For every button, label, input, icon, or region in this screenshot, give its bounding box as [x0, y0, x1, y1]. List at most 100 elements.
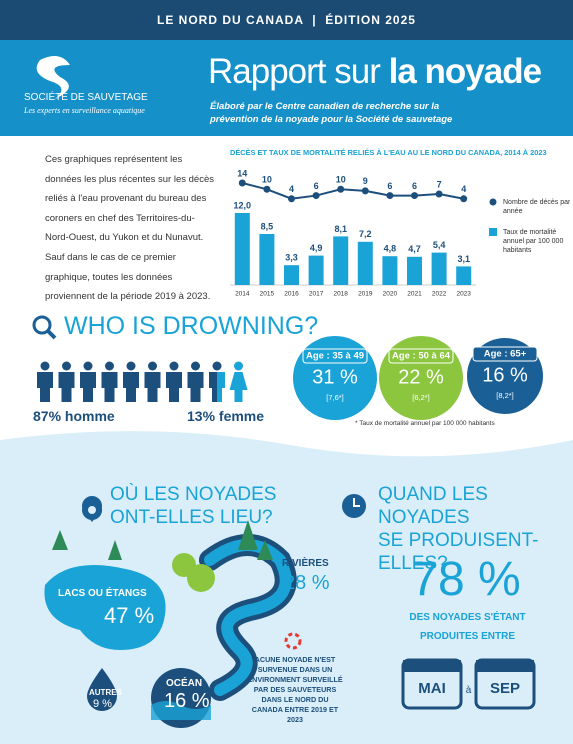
person-icon [209, 372, 225, 402]
lifebuoy-icon [284, 632, 302, 650]
bar [284, 265, 299, 285]
lake [44, 565, 166, 650]
x-tick-label: 2017 [309, 291, 324, 298]
title-band [0, 40, 573, 136]
river [204, 539, 292, 696]
tree [187, 564, 215, 592]
age-circles: Age : 35 à 49 31 % [7,6*] Age : 50 à 64 22 %… [293, 336, 543, 420]
bar [456, 266, 472, 285]
point-label: 7 [437, 179, 442, 189]
bar-label: 5,4 [433, 240, 446, 250]
title-line: SE PRODUISENT-ELLES? [378, 530, 539, 574]
intro-text: Ces graphiques représentent les données … [45, 154, 214, 303]
bar-label: 8,5 [261, 221, 274, 231]
age-rate: [6,2*] [412, 393, 430, 402]
person-icon [101, 372, 118, 402]
chart: DÉCÈS ET TAUX DE MORTALITÉ RELIÉS À L'EA… [230, 148, 570, 298]
person-icon [123, 372, 139, 402]
male-share: 87% homme [33, 408, 115, 424]
line-point [411, 192, 418, 200]
title-line: ONT-ELLES LIEU? [110, 507, 273, 528]
person-icon [191, 361, 200, 371]
bar [234, 213, 250, 285]
x-tick-label: 2016 [284, 291, 299, 298]
person-icon [212, 361, 222, 371]
x-tick-label: 2019 [358, 291, 373, 298]
title-part: Rapport sur [208, 52, 381, 91]
age-label-bg [472, 346, 538, 362]
bar-label: 4,8 [384, 244, 397, 254]
point-label: 9 [363, 176, 368, 186]
legend-swatch [489, 228, 497, 236]
age-label: Age : 35 à 49 [306, 351, 364, 362]
section-title: QUAND LES NOYADES SE PRODUISENT-ELLES? [378, 483, 573, 575]
magnifier-icon [32, 315, 52, 335]
person-icon [62, 361, 71, 371]
pin-icon [88, 506, 96, 514]
age-rate: [8,2*] [496, 391, 514, 400]
person-icon [80, 372, 96, 402]
point-label: 6 [314, 181, 319, 191]
when-pct: 78 % [411, 553, 521, 606]
point-label: 6 [412, 181, 417, 191]
rivers-label: RIVIÈRES [282, 558, 329, 569]
report-title: Rapport sur la noyade [208, 52, 542, 92]
lakes-label: LACS OU ÉTANGS [58, 588, 147, 599]
x-tick-label: 2014 [235, 291, 250, 298]
point-label: 6 [387, 181, 392, 191]
age-label-bg [302, 348, 368, 364]
section-title: WHO IS DROWNING? [64, 312, 319, 340]
section-title: OÙ LES NOYADES ONT-ELLES LIEU? [110, 483, 276, 529]
line-point [361, 187, 369, 195]
title-line: QUAND LES NOYADES [378, 484, 488, 528]
x-tick-label: 2015 [260, 291, 275, 298]
age-label: Age : 65+ [484, 349, 527, 360]
chart-title: DÉCÈS ET TAUX DE MORTALITÉ RELIÉS À L'EA… [230, 148, 547, 157]
person-icon [169, 361, 179, 371]
magnifier-icon [46, 329, 57, 340]
legend-label: Taux de mortalité annuel par 100 000 habit… [503, 229, 563, 254]
x-tick-label: 2022 [432, 291, 447, 298]
legend-swatch [489, 198, 497, 206]
bar-label: 3,1 [457, 254, 470, 264]
people-icons [37, 361, 248, 402]
person-icon [187, 372, 204, 402]
person-icon [166, 372, 182, 402]
lakes-pct: 47 % [104, 603, 155, 628]
line [242, 182, 464, 200]
person-icon [58, 372, 75, 402]
bar [308, 255, 324, 285]
legend-label: Nombre de décès par année [503, 199, 570, 215]
line-point [460, 195, 468, 203]
other-pct: 9 % [93, 698, 112, 710]
person-icon [126, 361, 136, 371]
ocean-pct: 16 % [164, 690, 210, 712]
line-point [386, 192, 394, 200]
tagline: Les experts en surveillance aquatique [24, 106, 145, 115]
bar [407, 256, 422, 285]
report-subtitle: Élaboré par le Centre canadien de recher… [210, 101, 453, 125]
age-pct: 31 % [312, 366, 358, 388]
footnote: * Taux de mortalité annuel par 100 000 h… [355, 420, 495, 427]
person-icon [144, 372, 161, 402]
person-icon [234, 361, 243, 371]
age-label: Age : 50 à 64 [392, 351, 451, 362]
person-icon [40, 361, 50, 371]
line-point [238, 179, 246, 187]
rivers-pct: 28 % [284, 572, 330, 594]
point-label: 10 [336, 175, 346, 185]
logo-mark [36, 56, 70, 99]
clock-icon [353, 498, 360, 507]
bar-label: 12,0 [234, 200, 252, 210]
line-point [312, 192, 320, 200]
x-tick-label: 2023 [456, 291, 471, 298]
top-band [0, 0, 573, 40]
joiner: à [465, 685, 472, 696]
line-point [288, 195, 295, 203]
line-point [337, 185, 345, 193]
x-tick-label: 2021 [407, 291, 422, 298]
month-from: MAI [418, 680, 446, 697]
x-tick-label: 2018 [333, 291, 348, 298]
age-label-bg [388, 348, 454, 364]
